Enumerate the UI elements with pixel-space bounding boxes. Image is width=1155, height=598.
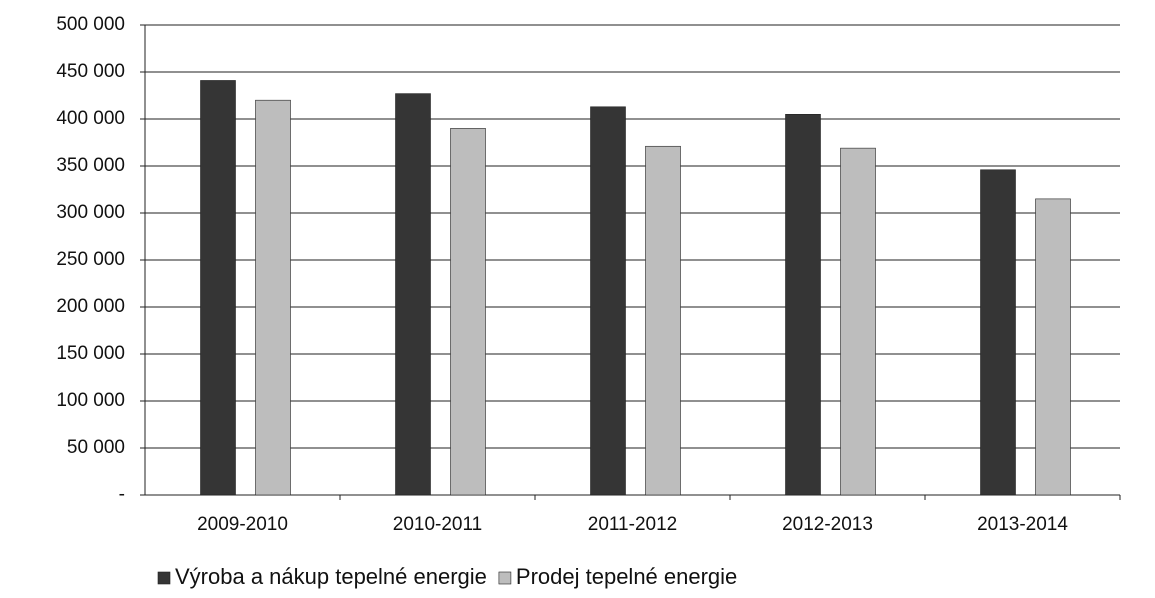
bar: [200, 80, 236, 496]
bar: [1035, 198, 1071, 496]
y-tick-label: 450 000: [56, 61, 125, 82]
bar: [395, 93, 431, 496]
x-tick-label: 2011-2012: [588, 514, 677, 535]
bar: [840, 147, 876, 496]
y-tick-label: -: [119, 484, 125, 505]
y-tick-label: 150 000: [56, 343, 125, 364]
x-tick-label: 2009-2010: [197, 514, 288, 535]
legend: Výroba a nákup tepelné energie Prodej tep…: [157, 564, 737, 589]
legend-swatch: [498, 571, 512, 585]
bar: [590, 106, 626, 496]
legend-label: Prodej tepelné energie: [516, 564, 737, 589]
bar: [645, 145, 681, 496]
y-tick-label: 400 000: [56, 108, 125, 129]
bar: [450, 128, 486, 496]
x-tick-label: 2012-2013: [782, 514, 873, 535]
y-tick-label: 300 000: [56, 202, 125, 223]
y-tick-label: 350 000: [56, 155, 125, 176]
legend-swatch: [157, 571, 171, 585]
y-tick-label: 500 000: [56, 14, 125, 35]
y-tick-label: 50 000: [67, 437, 125, 458]
bar: [255, 99, 291, 496]
y-tick-label: 250 000: [56, 249, 125, 270]
legend-label: Výroba a nákup tepelné energie: [175, 564, 487, 589]
bar: [980, 169, 1016, 496]
x-tick-label: 2010-2011: [393, 514, 482, 535]
bar: [785, 114, 821, 496]
x-tick-label: 2013-2014: [977, 514, 1068, 535]
y-tick-label: 200 000: [56, 296, 125, 317]
y-tick-label: 100 000: [56, 390, 125, 411]
